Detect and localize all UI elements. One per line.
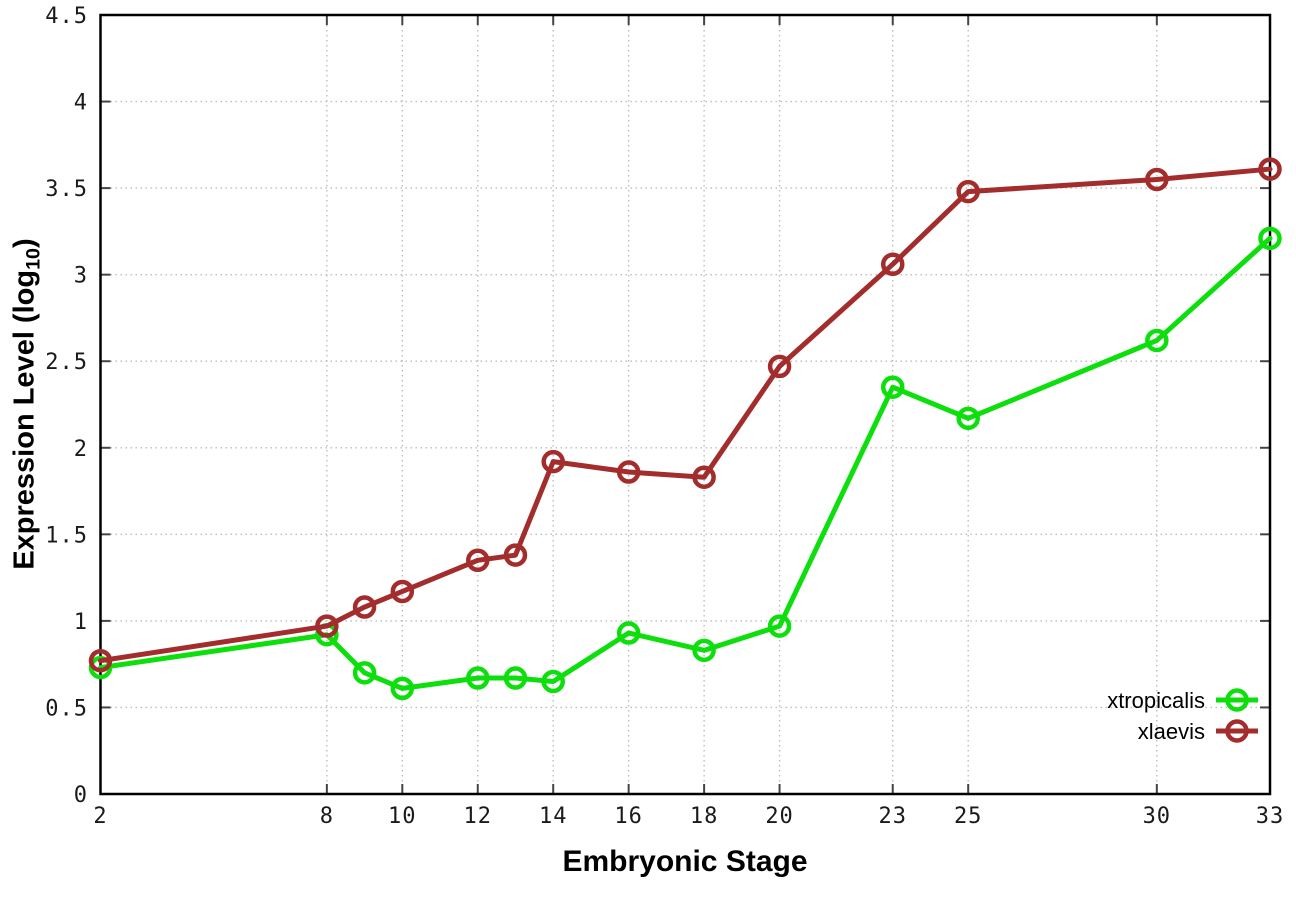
data-point-xtropicalis-stage-23 (880, 375, 905, 399)
x-tick-label-16: 16 (614, 804, 643, 829)
data-point-xtropicalis-stage-25 (956, 406, 980, 431)
series-xlaevis (88, 157, 1282, 673)
series-line-xlaevis (98, 166, 1273, 664)
data-point-xtropicalis-stage-30 (1145, 328, 1169, 353)
y-tick-label-4: 4 (74, 91, 88, 116)
legend-marker-xtropicalis (1225, 688, 1249, 712)
y-axis-title-suffix: ) (8, 238, 41, 248)
x-tick-label-12: 12 (464, 804, 493, 829)
data-point-xlaevis-stage-33 (1258, 157, 1282, 181)
data-point-xlaevis-stage-14 (541, 449, 565, 474)
x-tick-label-14: 14 (539, 804, 568, 829)
x-tick-labels: 2 8 10 12 14 16 18 20 23 25 30 33 (93, 804, 1285, 829)
legend-label-xtropicalis: xtropicalis (1107, 688, 1205, 713)
y-tick-label-4.5: 4.5 (45, 4, 88, 29)
data-point-xlaevis-stage-2 (88, 648, 113, 673)
data-point-xtropicalis-stage-12 (466, 666, 490, 690)
data-point-xtropicalis-stage-2 (88, 655, 113, 680)
x-tick-label-25: 25 (954, 804, 983, 829)
x-tick-label-33: 33 (1256, 804, 1285, 829)
data-point-xlaevis-stage-12 (466, 548, 490, 573)
y-axis-title-text: Expression Level (log (8, 269, 41, 570)
y-tick-label-1: 1 (74, 610, 88, 635)
data-point-xtropicalis-stage-18 (692, 638, 716, 663)
y-tick-label-3: 3 (74, 264, 88, 289)
x-axis-title: Embryonic Stage (562, 845, 808, 878)
x-tick-label-18: 18 (690, 804, 719, 829)
y-axis-title-subscript: 10 (22, 247, 45, 270)
x-tick-label-8: 8 (320, 804, 334, 829)
data-point-xlaevis-stage-13 (503, 543, 528, 567)
y-tick-label-1.5: 1.5 (45, 523, 88, 548)
data-point-xtropicalis-stage-14 (541, 669, 565, 694)
plot-border (99, 13, 1272, 796)
data-point-xtropicalis-stage-13 (503, 666, 528, 690)
data-point-xlaevis-stage-10 (390, 579, 415, 604)
data-point-xlaevis-stage-23 (880, 252, 905, 277)
y-tick-label-0: 0 (74, 783, 88, 808)
series-xtropicalis (88, 226, 1282, 701)
x-tick-label-23: 23 (878, 804, 907, 829)
data-point-xlaevis-stage-9 (352, 595, 377, 619)
x-tick-label-2: 2 (93, 804, 107, 829)
data-point-xlaevis-stage-25 (956, 179, 980, 204)
y-axis-title: Expression Level (log10) (9, 238, 46, 569)
x-tick-label-20: 20 (765, 804, 794, 829)
legend: xtropicalis xlaevis (1107, 688, 1258, 744)
data-point-xlaevis-stage-8 (315, 614, 339, 638)
y-tick-labels: 0 0.5 1 1.5 2 2.5 3 3.5 4 4.5 (45, 4, 88, 808)
legend-marker-xlaevis (1225, 719, 1249, 743)
x-tick-label-10: 10 (388, 804, 417, 829)
data-point-xtropicalis-stage-10 (390, 676, 415, 701)
data-point-xtropicalis-stage-9 (352, 661, 377, 685)
y-tick-label-2: 2 (74, 437, 88, 462)
legend-label-xlaevis: xlaevis (1138, 719, 1205, 744)
y-tick-label-0.5: 0.5 (45, 696, 88, 721)
y-tick-label-2.5: 2.5 (45, 350, 88, 375)
y-tick-label-3.5: 3.5 (45, 177, 88, 202)
data-point-xlaevis-stage-18 (692, 465, 716, 489)
x-tick-label-30: 30 (1143, 804, 1172, 829)
data-point-xlaevis-stage-16 (616, 460, 641, 484)
data-point-xtropicalis-stage-20 (767, 614, 792, 638)
data-point-xlaevis-stage-20 (767, 354, 792, 379)
series-line-xtropicalis (98, 235, 1273, 691)
data-point-xtropicalis-stage-16 (616, 621, 641, 645)
data-point-xtropicalis-stage-33 (1258, 226, 1282, 251)
data-point-xlaevis-stage-30 (1145, 167, 1169, 192)
